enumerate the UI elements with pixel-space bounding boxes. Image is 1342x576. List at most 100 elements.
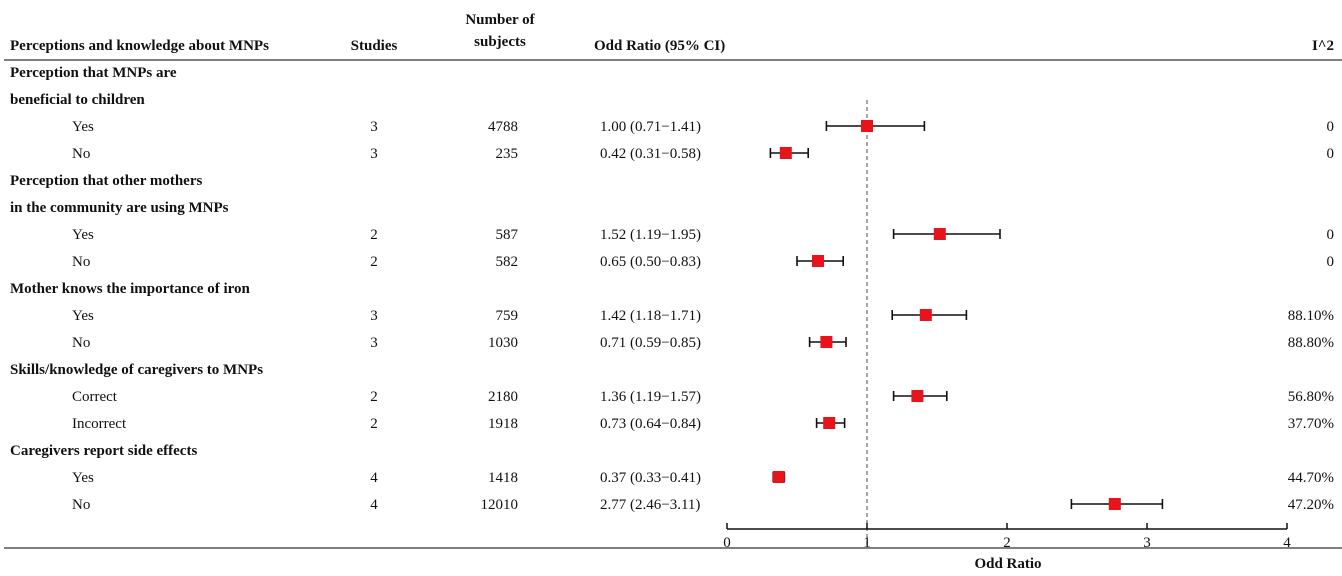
header-i2: I^2 <box>1312 38 1334 54</box>
row-label: No <box>72 146 90 162</box>
group-title: beneficial to children <box>10 92 145 108</box>
odds-ratio-marker <box>919 309 932 321</box>
row-label: Yes <box>72 227 94 243</box>
row-studies: 4 <box>370 470 378 486</box>
forest-point-10 <box>1070 498 1164 510</box>
row-label: Correct <box>72 389 118 405</box>
group-title: Perception that MNPs are <box>10 65 177 81</box>
odds-ratio-marker <box>820 336 833 348</box>
table-row: No 2 582 0.65 (0.50−0.83) 0 <box>72 254 1334 270</box>
row-i2: 0 <box>1327 254 1335 270</box>
row-subjects: 587 <box>496 227 519 243</box>
header-odds-ratio: Odd Ratio (95% CI) <box>594 38 725 54</box>
table-row: No 4 12010 2.77 (2.46−3.11) 47.20% <box>72 497 1334 513</box>
row-odds-ratio: 0.42 (0.31−0.58) <box>600 146 701 162</box>
x-tick-label: 3 <box>1143 535 1151 551</box>
row-i2: 0 <box>1327 146 1335 162</box>
row-odds-ratio: 0.71 (0.59−0.85) <box>600 335 701 351</box>
row-studies: 2 <box>370 254 378 270</box>
x-tick-label: 4 <box>1283 535 1291 551</box>
row-subjects: 235 <box>496 146 519 162</box>
group-title: Perception that other mothers <box>10 173 202 189</box>
group-title: Mother knows the importance of iron <box>10 281 251 297</box>
x-tick-label: 2 <box>1003 535 1011 551</box>
row-label: No <box>72 497 90 513</box>
row-odds-ratio: 0.73 (0.64−0.84) <box>600 416 701 432</box>
row-i2: 56.80% <box>1288 389 1334 405</box>
odds-ratio-marker <box>911 390 924 402</box>
table-row: Yes 3 4788 1.00 (0.71−1.41) 0 <box>72 119 1334 135</box>
odds-ratio-marker <box>772 471 785 483</box>
row-label: No <box>72 254 90 270</box>
x-tick-label: 0 <box>723 535 731 551</box>
forest-point-9 <box>772 471 786 483</box>
forest-point-3 <box>892 228 1001 240</box>
row-label: Yes <box>72 470 94 486</box>
row-label: Incorrect <box>72 416 127 432</box>
table-row: Yes 2 587 1.52 (1.19−1.95) 0 <box>72 227 1334 243</box>
forest-point-6 <box>808 336 847 348</box>
row-i2: 0 <box>1327 119 1335 135</box>
table-row: Yes 3 759 1.42 (1.18−1.71) 88.10% <box>72 308 1334 324</box>
row-label: Yes <box>72 119 94 135</box>
header-subjects-line2: subjects <box>474 34 526 50</box>
group-title: Caregivers report side effects <box>10 443 197 459</box>
row-studies: 2 <box>370 389 378 405</box>
forest-point-4 <box>796 255 845 267</box>
row-studies: 2 <box>370 227 378 243</box>
row-odds-ratio: 1.36 (1.19−1.57) <box>600 389 701 405</box>
x-tick-label: 1 <box>863 535 871 551</box>
table-row: Incorrect 2 1918 0.73 (0.64−0.84) 37.70% <box>72 416 1334 432</box>
row-i2: 88.10% <box>1288 308 1334 324</box>
forest-point-8 <box>815 417 846 429</box>
odds-ratio-marker <box>1108 498 1121 510</box>
group-title: in the community are using MNPs <box>10 200 229 216</box>
odds-ratio-marker <box>812 255 824 267</box>
row-i2: 47.20% <box>1288 497 1334 513</box>
x-axis: 0 1 2 3 4 <box>723 523 1291 551</box>
row-studies: 4 <box>370 497 378 513</box>
row-subjects: 1030 <box>488 335 518 351</box>
forest-point-2 <box>769 147 810 159</box>
header-subjects-line1: Number of <box>465 12 535 28</box>
row-studies: 2 <box>370 416 378 432</box>
row-odds-ratio: 0.37 (0.33−0.41) <box>600 470 701 486</box>
table-body: Perception that MNPs are beneficial to ch… <box>10 65 1334 513</box>
row-subjects: 2180 <box>488 389 518 405</box>
row-studies: 3 <box>370 335 378 351</box>
row-i2: 37.70% <box>1288 416 1334 432</box>
table-row: No 3 1030 0.71 (0.59−0.85) 88.80% <box>72 335 1334 351</box>
group-title: Skills/knowledge of caregivers to MNPs <box>10 362 263 378</box>
table-row: Correct 2 2180 1.36 (1.19−1.57) 56.80% <box>72 389 1334 405</box>
row-label: Yes <box>72 308 94 324</box>
x-axis-label: Odd Ratio <box>974 556 1041 572</box>
header-category: Perceptions and knowledge about MNPs <box>10 38 269 54</box>
row-odds-ratio: 1.00 (0.71−1.41) <box>600 119 701 135</box>
row-odds-ratio: 0.65 (0.50−0.83) <box>600 254 701 270</box>
row-odds-ratio: 2.77 (2.46−3.11) <box>600 497 700 513</box>
forest-point-5 <box>891 309 968 321</box>
odds-ratio-marker <box>823 417 836 429</box>
odds-ratio-marker <box>933 228 946 240</box>
row-studies: 3 <box>370 308 378 324</box>
row-subjects: 582 <box>496 254 519 270</box>
row-odds-ratio: 1.42 (1.18−1.71) <box>600 308 701 324</box>
row-studies: 3 <box>370 119 378 135</box>
row-i2: 0 <box>1327 227 1335 243</box>
row-studies: 3 <box>370 146 378 162</box>
row-i2: 44.70% <box>1288 470 1334 486</box>
row-subjects: 1418 <box>488 470 518 486</box>
row-subjects: 1918 <box>488 416 518 432</box>
row-odds-ratio: 1.52 (1.19−1.95) <box>600 227 701 243</box>
forest-point-7 <box>892 390 948 402</box>
odds-ratio-marker <box>779 147 792 159</box>
header-studies: Studies <box>351 38 398 54</box>
forest-marks <box>769 120 1164 510</box>
row-subjects: 12010 <box>481 497 519 513</box>
table-row: Yes 4 1418 0.37 (0.33−0.41) 44.70% <box>72 470 1334 486</box>
row-subjects: 4788 <box>488 119 518 135</box>
forest-point-1 <box>825 120 926 132</box>
odds-ratio-marker <box>861 120 873 132</box>
row-label: No <box>72 335 90 351</box>
